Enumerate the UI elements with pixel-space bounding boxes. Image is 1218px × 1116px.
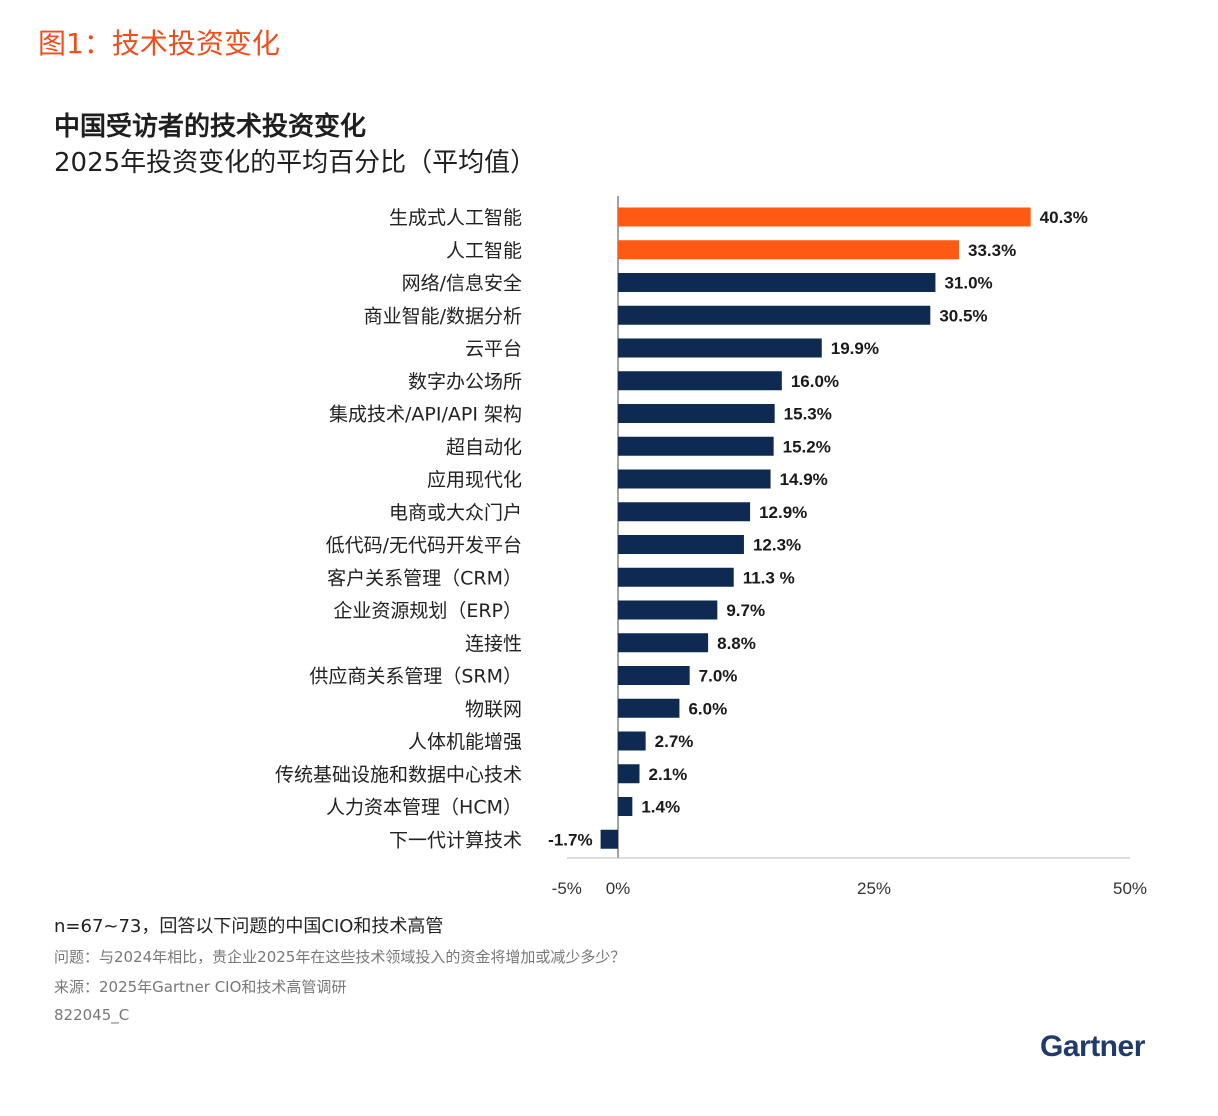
bar — [618, 436, 774, 456]
bar — [618, 567, 734, 587]
bar — [618, 600, 718, 620]
data-label: 15.3% — [784, 405, 832, 424]
data-label: 6.0% — [688, 699, 727, 718]
category-label: 电商或大众门户 — [389, 502, 522, 524]
category-label: 连接性 — [465, 633, 522, 655]
category-label: 人工智能 — [446, 240, 522, 262]
data-label: 8.8% — [717, 634, 756, 653]
bar — [618, 698, 680, 718]
data-label: 33.3% — [968, 241, 1016, 260]
chart-title: 中国受访者的技术投资变化 — [54, 112, 367, 142]
category-label: 传统基础设施和数据中心技术 — [275, 764, 522, 786]
data-label: 40.3% — [1040, 208, 1088, 227]
data-label: 9.7% — [726, 601, 765, 620]
x-tick-label: 25% — [857, 879, 891, 898]
x-tick-label: 0% — [606, 879, 631, 898]
data-label: 2.7% — [655, 732, 694, 751]
x-tick-label: -5% — [552, 879, 582, 898]
sample-size-note: n=67~73，回答以下问题的中国CIO和技术高管 — [54, 916, 444, 937]
category-label: 集成技术/API/API 架构 — [329, 404, 522, 426]
bar — [618, 338, 822, 358]
data-label: 11.3 % — [743, 568, 795, 587]
data-label: 14.9% — [780, 470, 828, 489]
question-note: 问题：与2024年相比，贵企业2025年在这些技术领域投入的资金将增加或减少多少… — [54, 948, 626, 966]
category-label: 人体机能增强 — [408, 731, 522, 753]
category-label: 应用现代化 — [427, 469, 522, 491]
category-label: 低代码/无代码开发平台 — [326, 535, 522, 557]
category-label: 客户关系管理（CRM） — [327, 567, 522, 589]
document-id: 822045_C — [54, 1006, 130, 1024]
bar — [618, 469, 771, 489]
chart-subtitle: 2025年投资变化的平均百分比（平均值） — [54, 148, 537, 178]
bar — [618, 207, 1031, 227]
data-label: 15.2% — [783, 437, 831, 456]
category-label: 供应商关系管理（SRM） — [309, 666, 522, 688]
bar-chart: 生成式人工智能 40.3% 人工智能 33.3% 网络/信息安全 31.0% 商业智能/数据… — [275, 196, 1147, 898]
category-label: 生成式人工智能 — [389, 207, 522, 229]
bar — [618, 305, 931, 325]
data-label: -1.7% — [548, 830, 592, 849]
data-label: 7.0% — [699, 667, 738, 686]
source-note: 来源：2025年Gartner CIO和技术高管调研 — [54, 978, 347, 996]
data-label: 31.0% — [944, 274, 992, 293]
category-label: 下一代计算技术 — [389, 829, 522, 851]
data-label: 2.1% — [649, 765, 688, 784]
bar — [618, 666, 690, 685]
category-label: 人力资本管理（HCM） — [326, 797, 522, 819]
category-label: 云平台 — [465, 338, 522, 360]
bar — [618, 764, 640, 784]
gartner-logo: Gartner — [1040, 1030, 1145, 1063]
category-label: 商业智能/数据分析 — [364, 305, 522, 327]
data-label: 30.5% — [939, 306, 987, 325]
bar — [618, 240, 959, 260]
bar — [618, 633, 709, 653]
category-label: 数字办公场所 — [408, 371, 522, 393]
x-tick-label: 50% — [1113, 879, 1147, 898]
bar — [618, 797, 633, 816]
bar — [618, 371, 782, 391]
bar — [618, 404, 775, 423]
figure-label: 图1：技术投资变化 — [38, 27, 280, 60]
data-label: 12.3% — [753, 536, 801, 555]
category-label: 超自动化 — [446, 436, 522, 458]
bar — [618, 535, 744, 554]
category-label: 网络/信息安全 — [402, 273, 522, 295]
data-label: 19.9% — [831, 339, 879, 358]
bar — [618, 273, 936, 292]
bar — [618, 502, 751, 522]
data-label: 16.0% — [791, 372, 839, 391]
category-label: 企业资源规划（ERP） — [333, 600, 522, 622]
bar — [618, 731, 646, 751]
category-label: 物联网 — [465, 698, 522, 720]
data-label: 12.9% — [759, 503, 807, 522]
data-label: 1.4% — [641, 798, 680, 817]
bar — [600, 829, 618, 849]
